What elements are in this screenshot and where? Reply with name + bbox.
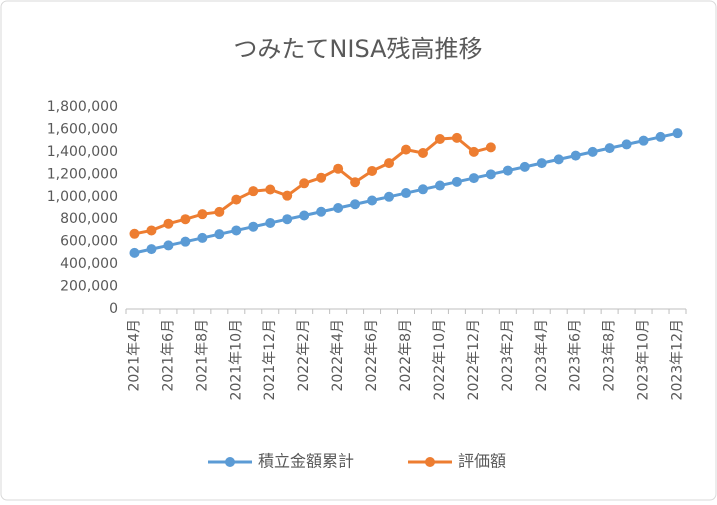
point <box>384 158 395 169</box>
point <box>231 225 242 236</box>
point <box>350 177 361 188</box>
point <box>146 225 157 236</box>
point <box>638 135 649 146</box>
point <box>163 240 174 251</box>
x-tick-label: 2022年2月 <box>296 319 312 392</box>
x-tick-label: 2022年10月 <box>432 319 448 400</box>
x-tick-label: 2023年6月 <box>568 319 584 392</box>
point <box>282 214 293 225</box>
point <box>587 146 598 157</box>
point <box>451 132 462 143</box>
point <box>451 176 462 187</box>
legend-label: 評価額 <box>458 452 506 471</box>
point <box>282 190 293 201</box>
y-tick-label: 1,400,000 <box>47 144 118 160</box>
point <box>197 209 208 220</box>
point <box>197 232 208 243</box>
y-tick-label: 0 <box>109 301 118 317</box>
x-tick-label: 2021年12月 <box>262 319 278 400</box>
point <box>265 217 276 228</box>
series-line <box>134 136 492 236</box>
y-tick-label: 1,800,000 <box>47 99 118 115</box>
point <box>129 247 140 258</box>
x-tick-label: 2022年4月 <box>330 319 346 392</box>
y-tick-label: 1,600,000 <box>47 121 118 137</box>
point <box>333 163 344 174</box>
point <box>502 165 513 176</box>
point <box>468 173 479 184</box>
y-tick-label: 1,000,000 <box>47 189 118 205</box>
point <box>214 229 225 240</box>
x-tick-label: 2023年10月 <box>636 319 652 400</box>
point <box>519 161 530 172</box>
point <box>655 131 666 142</box>
point <box>180 214 191 225</box>
x-tick-label: 2023年8月 <box>602 319 618 392</box>
point <box>434 180 445 191</box>
x-tick-label: 2023年2月 <box>500 319 516 392</box>
x-tick-label: 2022年6月 <box>364 319 380 392</box>
point <box>367 165 378 176</box>
point <box>672 128 683 139</box>
x-tick-label: 2021年10月 <box>228 319 244 400</box>
y-tick-label: 200,000 <box>60 279 118 295</box>
point <box>180 236 191 247</box>
point <box>434 133 445 144</box>
x-tick-label: 2021年6月 <box>160 319 176 392</box>
point <box>299 210 310 221</box>
point <box>553 154 564 165</box>
point <box>214 206 225 217</box>
point <box>231 194 242 205</box>
point <box>570 150 581 161</box>
x-tick-label: 2021年8月 <box>194 319 210 392</box>
point <box>248 186 259 197</box>
point <box>367 195 378 206</box>
point <box>265 184 276 195</box>
chart-title: つみたてNISA残高推移 <box>233 35 482 63</box>
point <box>417 184 428 195</box>
x-tick-label: 2023年4月 <box>534 319 550 392</box>
point <box>485 169 496 180</box>
legend-marker <box>425 457 435 467</box>
point <box>621 139 632 150</box>
point <box>485 142 496 153</box>
point <box>468 146 479 157</box>
point <box>536 158 547 169</box>
x-tick-label: 2021年4月 <box>126 319 142 392</box>
point <box>129 228 140 239</box>
x-tick-label: 2022年8月 <box>398 319 414 392</box>
point <box>401 144 411 155</box>
x-tick-label: 2023年12月 <box>670 319 686 400</box>
point <box>417 148 428 159</box>
y-tick-label: 400,000 <box>60 256 118 272</box>
point <box>299 178 310 189</box>
point <box>333 203 344 213</box>
point <box>384 191 395 202</box>
y-tick-label: 800,000 <box>60 211 118 227</box>
point <box>163 218 174 229</box>
point <box>146 244 157 255</box>
legend-marker <box>225 457 235 467</box>
point <box>316 172 327 183</box>
y-tick-label: 600,000 <box>60 234 118 250</box>
point <box>604 143 615 154</box>
y-tick-label: 1,200,000 <box>47 166 118 182</box>
x-tick-label: 2022年12月 <box>466 319 482 400</box>
point <box>401 188 411 199</box>
point <box>248 221 259 232</box>
point <box>350 199 361 210</box>
legend-label: 積立金額累計 <box>258 452 354 471</box>
point <box>316 206 327 217</box>
